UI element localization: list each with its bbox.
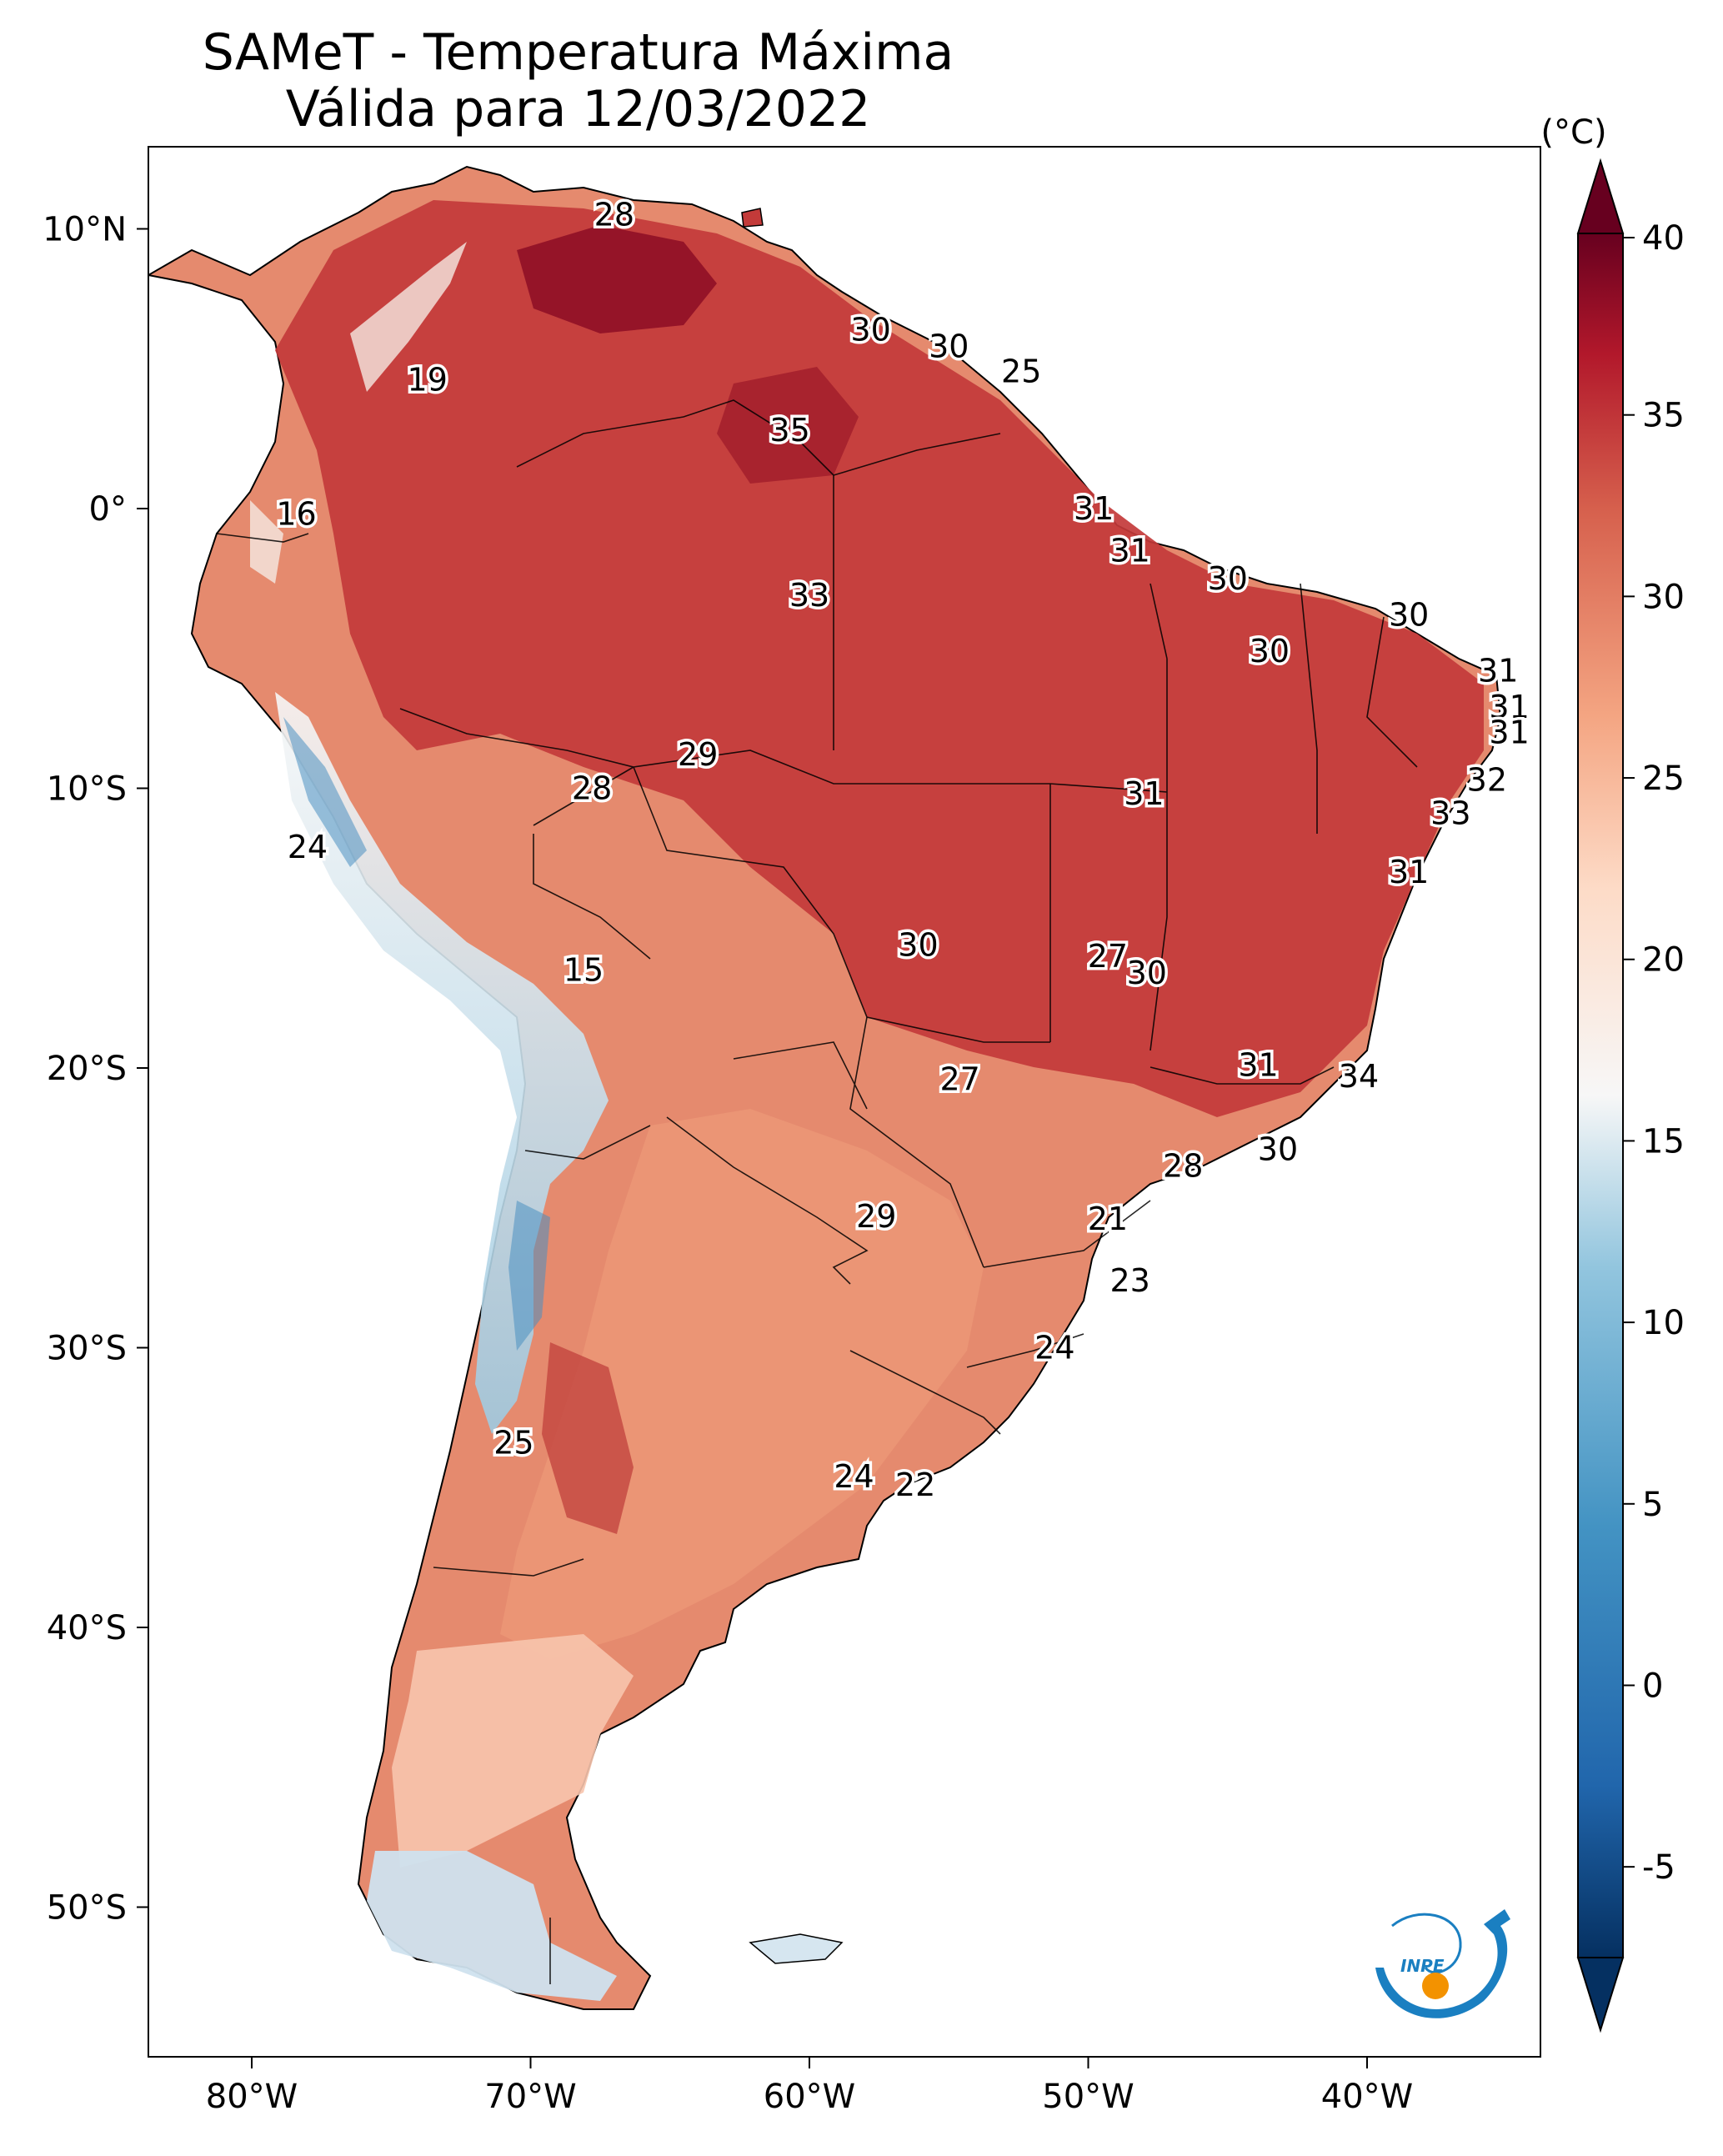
hot-patch-mendoza (542, 1342, 634, 1534)
andes-cold-core (283, 717, 550, 1351)
lat-tick-label: 10°S (47, 770, 127, 809)
longitude-axis: 80°W 70°W 60°W 50°W 40°W (206, 2057, 1413, 2116)
map-title-line-2: Válida para 12/03/2022 (285, 80, 871, 138)
lon-tick-label: 70°W (484, 2078, 576, 2116)
temperature-label: 22 (895, 1467, 935, 1503)
warm-region-south (500, 1109, 984, 1659)
temperature-label: 29 (678, 736, 718, 773)
temperature-label: 31 (1489, 714, 1529, 750)
temperature-label: 30 (1250, 633, 1290, 669)
temperature-label: 33 (789, 577, 829, 614)
andes-north-light (250, 242, 467, 584)
colorbar-tick-label: 5 (1642, 1486, 1663, 1524)
temperature-label: 24 (834, 1458, 874, 1495)
cool-region-south-tip (367, 1851, 617, 2001)
temperature-label: 31 (1478, 653, 1518, 689)
colorbar-tick-label: 0 (1642, 1667, 1663, 1705)
lat-tick-label: 40°S (47, 1609, 127, 1647)
colorbar: 40 35 30 25 20 15 10 5 0 -5 (°C) (1540, 113, 1685, 2033)
hot-core-venezuela (517, 225, 717, 333)
colorbar-tick-label: 25 (1642, 760, 1685, 798)
temperature-label: 19 (408, 362, 448, 399)
lon-tick-label: 60°W (764, 2078, 855, 2116)
temperature-label: 24 (288, 829, 328, 865)
inpe-logo: INPE (1375, 1909, 1510, 2018)
colorbar-extend-bottom (1576, 1957, 1625, 2033)
temperature-label: 33 (1430, 795, 1470, 832)
temperature-label: 31 (1238, 1047, 1278, 1084)
temperature-label: 25 (1001, 353, 1041, 390)
colorbar-unit: (°C) (1540, 113, 1606, 152)
lat-tick-label: 0° (89, 490, 127, 529)
temperature-label: 28 (594, 197, 634, 233)
temperature-label: 27 (939, 1060, 979, 1097)
colorbar-tick-label: 20 (1642, 941, 1685, 980)
logo-outline-icon (1391, 1913, 1462, 1974)
logo-swoosh-icon (1375, 1909, 1510, 2018)
colorbar-tick-label: 35 (1642, 397, 1685, 435)
trinidad (741, 208, 764, 228)
latitude-axis: 10°N 0° 10°S 20°S 30°S 40°S 50°S (43, 211, 148, 1928)
colorbar-tick-label: 15 (1642, 1122, 1685, 1161)
temperature-label: 30 (1208, 560, 1248, 597)
lat-tick-label: 50°S (47, 1889, 127, 1928)
logo-orange-dot-icon (1422, 1973, 1449, 1999)
temperature-label: 27 (1088, 938, 1128, 975)
temperature-label: 31 (1389, 854, 1429, 890)
temperature-label: 21 (1088, 1201, 1128, 1237)
temperature-label: 35 (769, 412, 809, 449)
temperature-label: 15 (563, 952, 604, 989)
temperature-label: 30 (1127, 955, 1167, 991)
temperature-label: 25 (493, 1425, 533, 1462)
temperature-label: 30 (898, 926, 938, 963)
map-title-line-1: SAMeT - Temperatura Máxima (202, 23, 954, 82)
temperature-label: 16 (276, 496, 316, 533)
hot-core-roraima (717, 367, 859, 484)
temperature-label: 31 (1489, 689, 1529, 725)
temperature-label: 31 (1109, 532, 1150, 569)
lat-tick-label: 10°N (43, 211, 127, 249)
temperature-label: 30 (929, 328, 969, 364)
temperature-label: 28 (572, 770, 612, 807)
temperature-label: 31 (1074, 490, 1114, 527)
falklands (749, 1933, 844, 1964)
temperature-label: 30 (850, 311, 890, 348)
colorbar-ticks: 40 35 30 25 20 15 10 5 0 -5 (1623, 219, 1685, 1887)
lon-tick-label: 50°W (1042, 2078, 1134, 2116)
mild-region-patagonia (392, 1634, 634, 1868)
colorbar-extend-top (1576, 158, 1625, 234)
temperature-label: 28 (1163, 1147, 1203, 1184)
colorbar-tick-label: 10 (1642, 1304, 1685, 1342)
lon-tick-label: 80°W (206, 2078, 298, 2116)
lat-tick-label: 30°S (47, 1330, 127, 1368)
temperature-label: 29 (856, 1198, 896, 1235)
temperature-label: 31 (1124, 775, 1164, 812)
colorbar-body (1577, 233, 1624, 1958)
colorbar-tick-label: -5 (1642, 1848, 1675, 1887)
colorbar-tick-label: 40 (1642, 219, 1685, 258)
temperature-field (148, 165, 1502, 2010)
lon-tick-label: 40°W (1321, 2078, 1413, 2116)
temperature-label: 24 (1034, 1330, 1074, 1366)
hot-region-north (275, 200, 1484, 1117)
temperature-label: 30 (1258, 1131, 1298, 1167)
political-borders (216, 399, 1418, 1984)
map-frame (148, 146, 1541, 2058)
temperature-label: 30 (1389, 596, 1429, 633)
temperature-label: 34 (1339, 1058, 1379, 1095)
lat-tick-label: 20°S (47, 1050, 127, 1088)
colorbar-tick-label: 30 (1642, 578, 1685, 616)
temperature-label: 23 (1109, 1262, 1150, 1299)
temperature-label: 32 (1467, 761, 1507, 798)
logo-text: INPE (1400, 1956, 1445, 1976)
